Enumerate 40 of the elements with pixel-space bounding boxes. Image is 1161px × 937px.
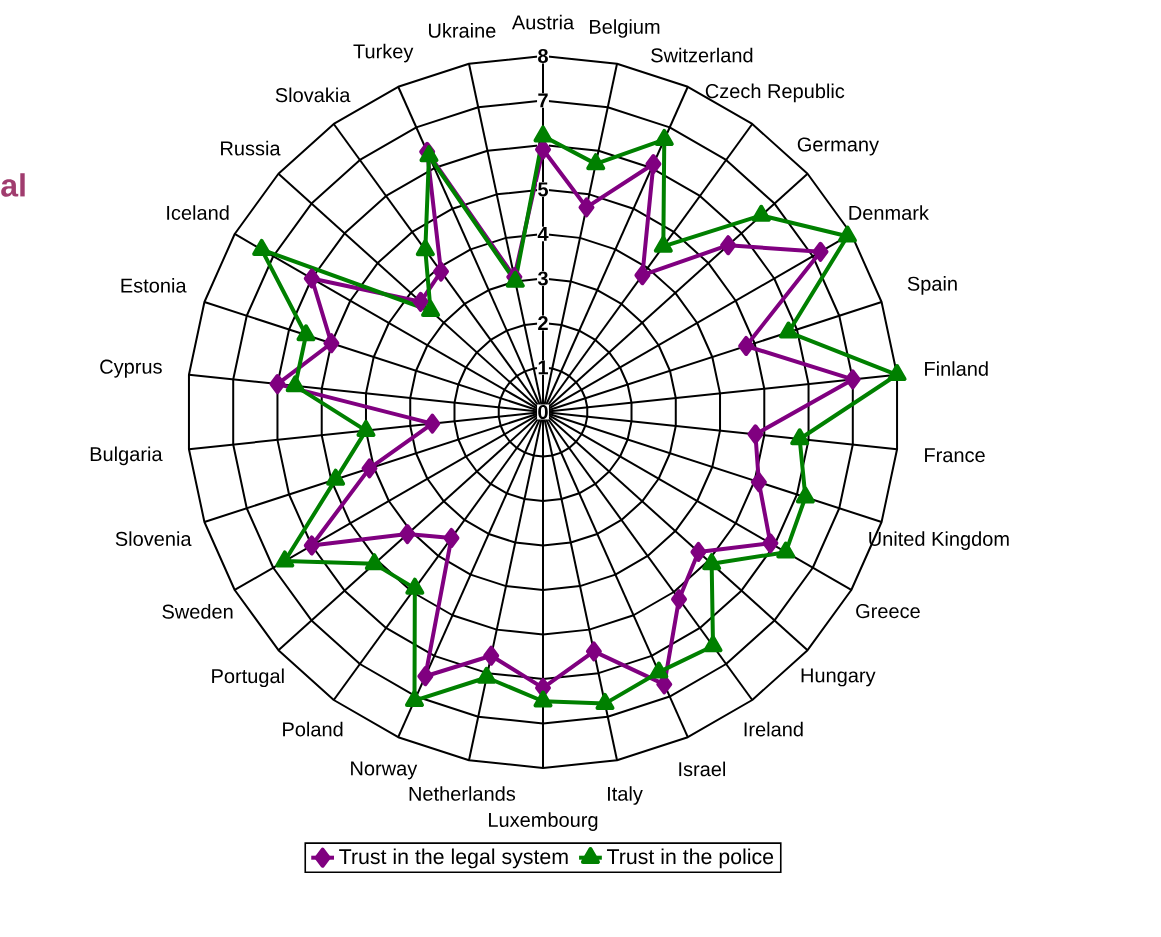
y-tick-label: 5 (538, 182, 548, 197)
spoke-label: Turkey (353, 43, 414, 63)
spoke-label: Hungary (801, 668, 876, 687)
spoke-label: Estonia (121, 277, 187, 293)
spoke-label: Finland (925, 361, 988, 376)
spoke-label: Ireland (744, 721, 803, 737)
spoke-label: Switzerland (651, 47, 753, 63)
spoke-label: Italy (608, 786, 643, 805)
spoke-label: Denmark (849, 205, 929, 220)
spoke-label: Slovenia (115, 531, 192, 546)
spoke-label: Slovakia (275, 87, 351, 103)
y-tick-label: 2 (538, 316, 548, 330)
spoke-label: Netherlands (409, 786, 516, 801)
y-tick-label: 3 (537, 271, 548, 286)
spoke-label: France (925, 448, 985, 463)
spoke-label: Poland (283, 721, 343, 737)
spoke-label: Germany (797, 137, 879, 156)
legend-label: Trust in the legal system (339, 848, 568, 869)
spoke-label: Cyprus (100, 359, 162, 378)
spoke-label: Spain (907, 276, 957, 295)
spoke-label: Czech Republic (705, 83, 845, 103)
y-tick-label: 8 (538, 48, 548, 64)
spoke-label: Iceland (167, 205, 229, 220)
spoke-label: Luxembourg (489, 812, 598, 831)
spoke-label: Russia (221, 140, 281, 156)
y-tick-label: 1 (538, 360, 548, 375)
spoke-label: Bulgaria (90, 446, 163, 466)
spoke-label: Sweden (162, 604, 233, 619)
text: al (1, 173, 25, 197)
y-tick-label: 4 (537, 227, 549, 241)
spoke-label: Greece (856, 604, 920, 619)
legend-label: Trust in the police (606, 848, 774, 869)
spoke-label: Ukraine (428, 23, 496, 38)
spoke-label: Norway (351, 761, 418, 780)
y-tick-label: 7 (538, 93, 548, 108)
spoke-label: Israel (679, 761, 726, 777)
spoke-label: Portugal (212, 668, 284, 688)
spoke-label: Austria (511, 14, 575, 30)
y-tick-label: 0 (538, 404, 548, 420)
spoke-label: Belgium (590, 19, 660, 38)
